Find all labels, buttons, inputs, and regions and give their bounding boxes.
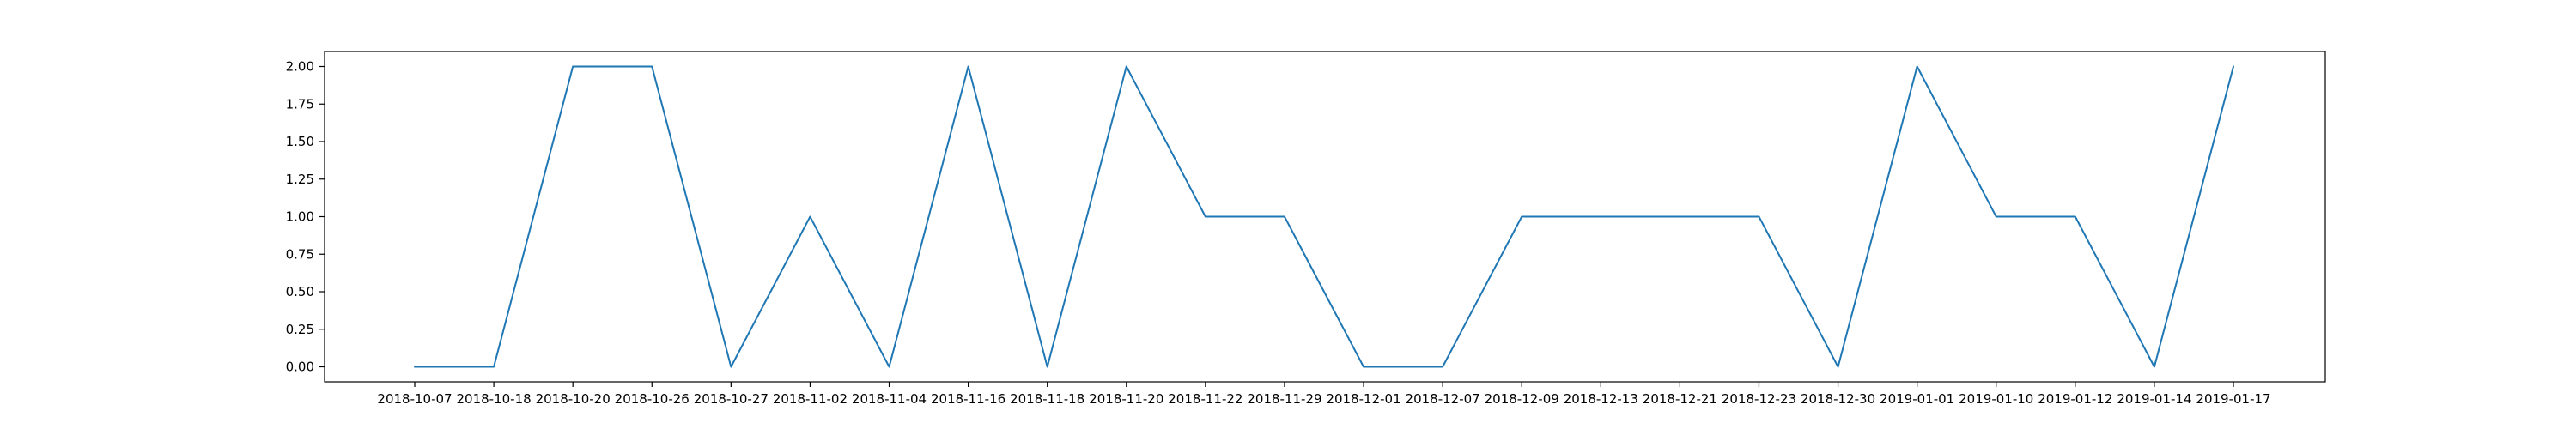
- series-line-0: [414, 65, 2234, 368]
- x-tick-label: 2018-12-30: [1801, 391, 1875, 407]
- x-tick-label: 2018-12-09: [1485, 391, 1559, 407]
- y-tick-label: 0.00: [286, 360, 314, 375]
- y-axis-ticks: 0.00 0.25 0.50 0.75 1.00 1.25 1.50 1.75 2.00: [286, 59, 325, 375]
- x-tick-label: 2018-12-07: [1406, 391, 1480, 407]
- x-tick-label: 2019-01-14: [2117, 391, 2191, 407]
- x-tick-label: 2019-01-01: [1880, 391, 1954, 407]
- x-tick-label: 2018-11-22: [1168, 391, 1242, 407]
- x-tick-label: 2019-01-17: [2196, 391, 2270, 407]
- x-tick-label: 2018-10-26: [615, 391, 690, 407]
- x-tick-label: 2018-10-07: [377, 391, 452, 407]
- x-tick-label: 2018-10-27: [694, 391, 769, 407]
- y-tick-label: 0.50: [286, 284, 314, 299]
- x-tick-label: 2018-11-20: [1089, 391, 1163, 407]
- series-layer: [414, 65, 2234, 368]
- x-tick-label: 2018-12-01: [1326, 391, 1400, 407]
- x-tick-label: 2018-12-21: [1643, 391, 1717, 407]
- y-tick-label: 1.50: [286, 134, 314, 149]
- y-tick-label: 1.75: [286, 96, 314, 112]
- plot-area: [325, 51, 2325, 382]
- y-tick-label: 2.00: [286, 59, 314, 75]
- x-tick-label: 2018-12-13: [1564, 391, 1638, 407]
- x-axis-ticks: 2018-10-07 2018-10-18 2018-10-20 2018-10-26…: [377, 382, 2271, 407]
- x-tick-label: 2018-11-16: [931, 391, 1005, 407]
- x-tick-label: 2018-11-29: [1247, 391, 1321, 407]
- x-tick-label: 2018-12-23: [1722, 391, 1796, 407]
- x-tick-label: 2019-01-10: [1959, 391, 2033, 407]
- y-tick-label: 1.25: [286, 172, 314, 187]
- y-tick-label: 1.00: [286, 209, 314, 225]
- y-tick-label: 0.75: [286, 246, 314, 262]
- x-tick-label: 2018-10-20: [536, 391, 611, 407]
- plot-background: [325, 51, 2325, 382]
- y-tick-label: 0.25: [286, 322, 314, 337]
- x-tick-label: 2018-11-18: [1010, 391, 1084, 407]
- x-tick-label: 2018-11-02: [773, 391, 848, 407]
- x-tick-label: 2019-01-12: [2038, 391, 2112, 407]
- x-tick-label: 2018-11-04: [852, 391, 927, 407]
- x-tick-label: 2018-10-18: [456, 391, 531, 407]
